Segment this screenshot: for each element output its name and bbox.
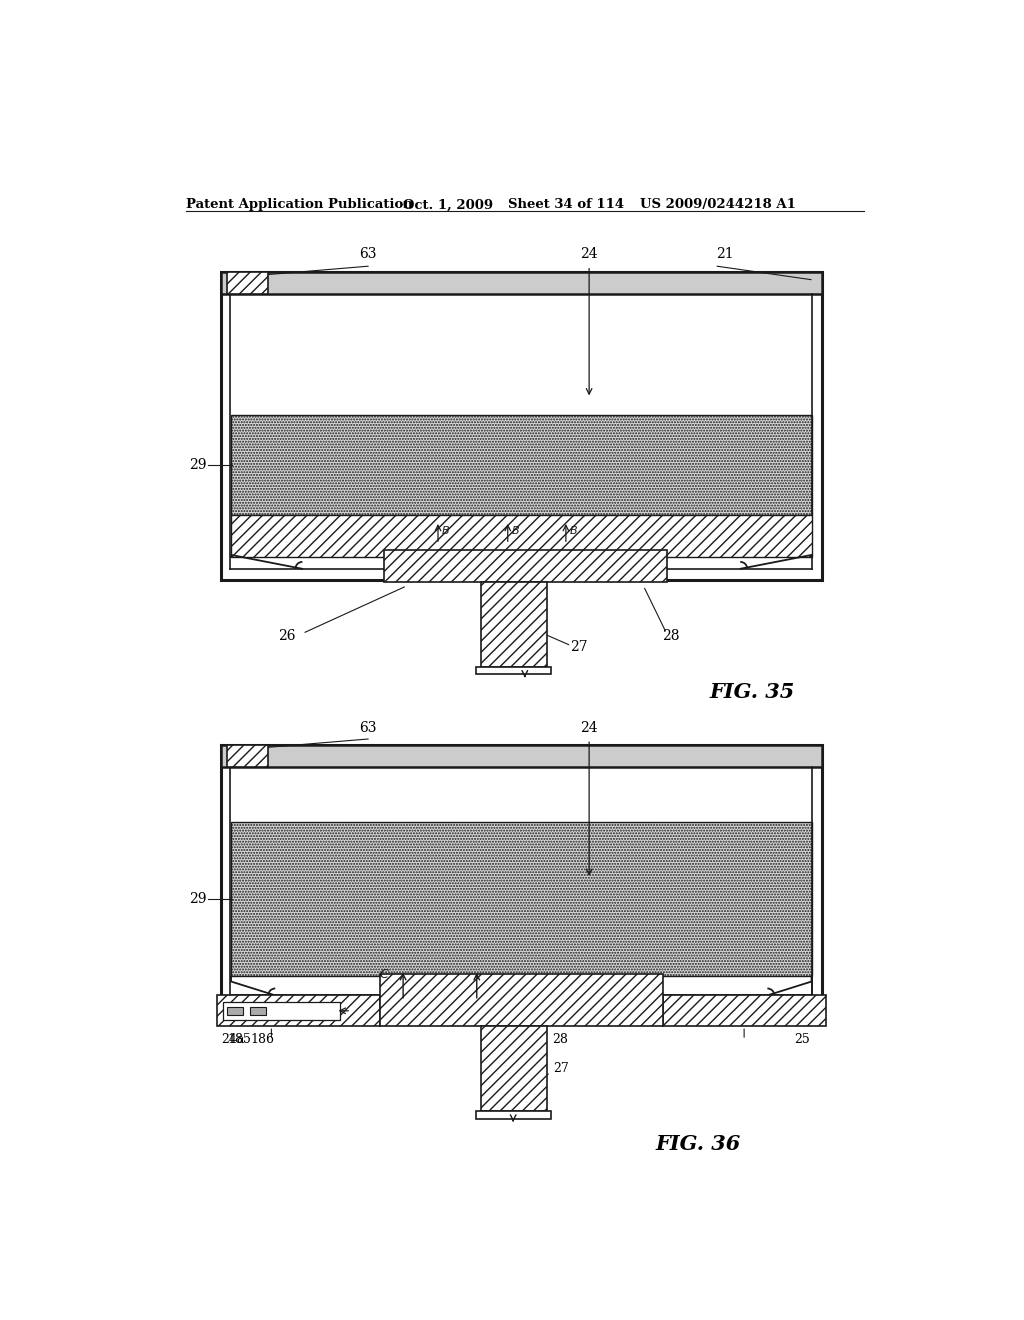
Bar <box>480 1026 547 1111</box>
Bar <box>663 995 825 1026</box>
Bar <box>251 1007 266 1015</box>
Bar <box>221 744 821 767</box>
Text: 24: 24 <box>581 248 598 261</box>
Text: 63: 63 <box>359 248 377 261</box>
Text: 24: 24 <box>581 721 598 735</box>
Bar <box>221 744 821 1007</box>
Bar <box>227 1007 243 1015</box>
Text: 27: 27 <box>553 1063 568 1076</box>
Text: 21: 21 <box>716 248 733 261</box>
Bar <box>476 667 551 675</box>
Bar <box>223 1002 340 1020</box>
Bar <box>384 549 667 582</box>
Text: 185: 185 <box>227 1034 251 1047</box>
Text: 25: 25 <box>795 1034 810 1047</box>
Text: 24a: 24a <box>221 1034 245 1047</box>
Text: 63: 63 <box>359 721 377 735</box>
Text: C: C <box>380 968 389 981</box>
Text: 26: 26 <box>528 1034 545 1047</box>
Text: Oct. 1, 2009: Oct. 1, 2009 <box>403 198 494 211</box>
Bar <box>227 272 267 294</box>
Text: FIG. 35: FIG. 35 <box>710 682 795 702</box>
Bar <box>231 515 812 557</box>
Bar <box>480 582 547 667</box>
Text: B: B <box>569 527 578 536</box>
Bar <box>221 272 821 294</box>
Bar <box>227 744 267 767</box>
Bar <box>380 974 663 1026</box>
Text: 186: 186 <box>251 1034 274 1047</box>
Text: FIG. 36: FIG. 36 <box>655 1134 740 1154</box>
Bar <box>476 1111 551 1118</box>
Bar <box>231 822 812 977</box>
Text: B: B <box>442 527 450 536</box>
Text: 29: 29 <box>189 892 207 906</box>
Bar <box>217 995 380 1026</box>
Text: Sheet 34 of 114: Sheet 34 of 114 <box>508 198 624 211</box>
Text: Patent Application Publication: Patent Application Publication <box>186 198 413 211</box>
Text: B: B <box>512 527 519 536</box>
Text: 28: 28 <box>552 1034 567 1047</box>
Text: 29: 29 <box>189 458 207 471</box>
Text: 28: 28 <box>662 628 679 643</box>
Text: US 2009/0244218 A1: US 2009/0244218 A1 <box>640 198 796 211</box>
Text: 26: 26 <box>279 628 296 643</box>
Text: 27: 27 <box>569 640 588 655</box>
Bar <box>221 272 821 581</box>
Bar <box>231 414 812 515</box>
